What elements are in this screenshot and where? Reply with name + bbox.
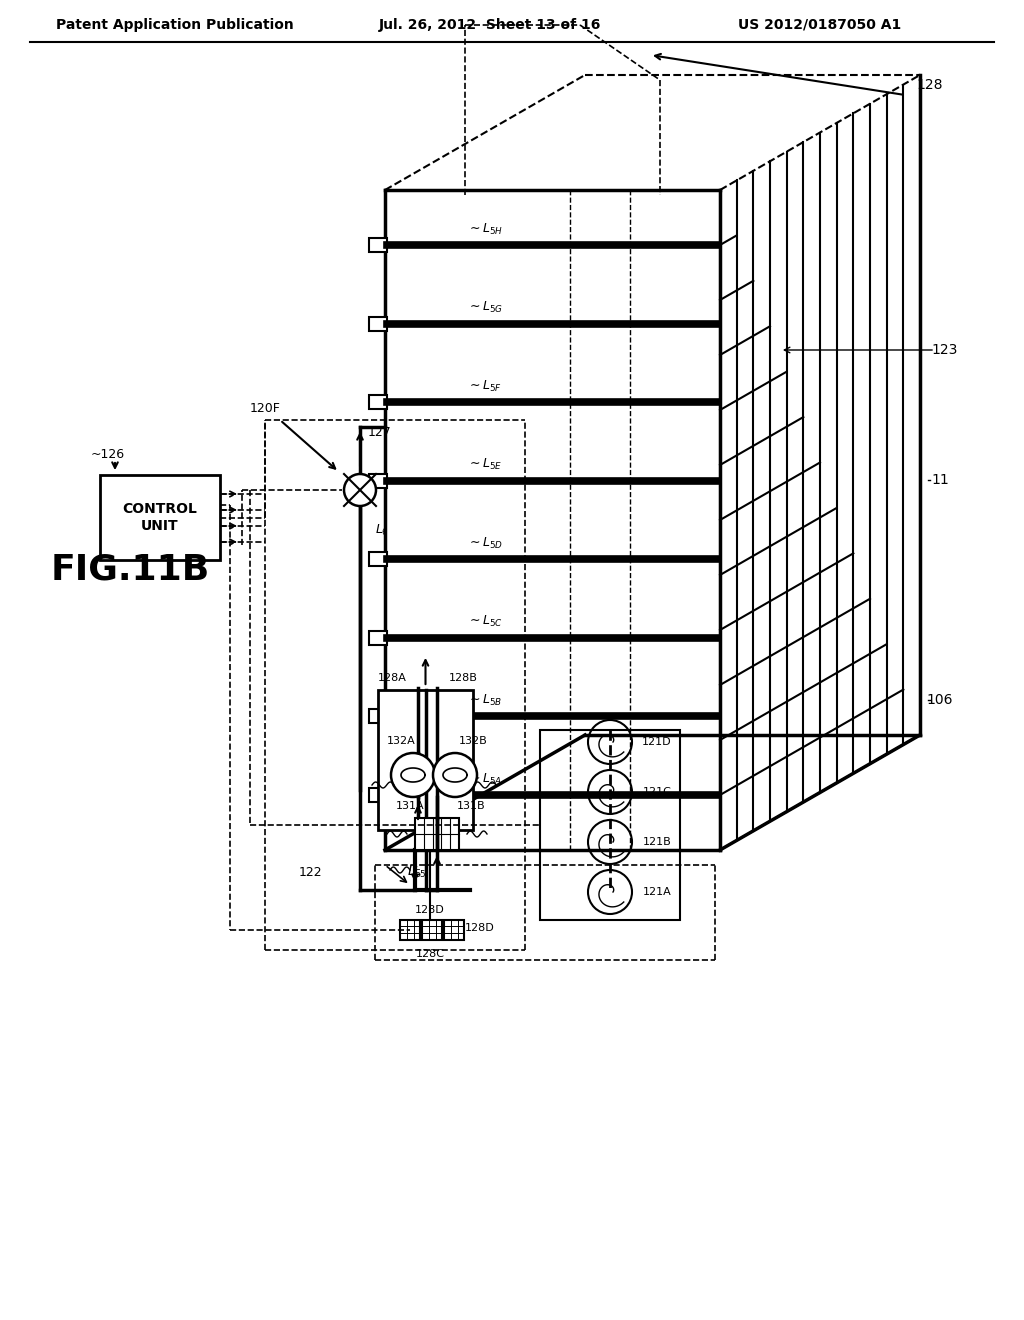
Text: 128C: 128C	[416, 949, 444, 960]
Bar	[369, 788, 387, 803]
Bar	[369, 552, 387, 566]
Text: $\sim L_{5C}$: $\sim L_{5C}$	[467, 614, 503, 630]
Text: 131B: 131B	[457, 801, 485, 810]
Text: 121B: 121B	[643, 837, 672, 847]
Text: $\sim L_{5B}$: $\sim L_{5B}$	[467, 693, 503, 708]
Text: 120F: 120F	[250, 401, 281, 414]
Bar	[540, 730, 680, 920]
Bar	[444, 920, 464, 940]
Text: ~126: ~126	[91, 449, 125, 462]
Text: Patent Application Publication: Patent Application Publication	[56, 18, 294, 32]
Bar	[369, 474, 387, 487]
Circle shape	[391, 752, 435, 797]
Text: 131A: 131A	[395, 801, 424, 810]
Bar	[369, 395, 387, 409]
Text: 121C: 121C	[643, 787, 672, 797]
Bar	[378, 690, 473, 830]
Text: $\sim L_{5E}$: $\sim L_{5E}$	[467, 457, 503, 473]
Text: 132B: 132B	[459, 737, 487, 746]
Text: $\sim L_{5G}$: $\sim L_{5G}$	[467, 300, 503, 315]
Circle shape	[433, 752, 477, 797]
Bar	[369, 238, 387, 252]
Text: $L_6$: $L_6$	[375, 523, 389, 537]
Text: $L_5$: $L_5$	[408, 863, 423, 880]
Text: $L_5$: $L_5$	[413, 865, 427, 879]
Bar	[400, 920, 420, 940]
Circle shape	[344, 474, 376, 506]
Bar	[369, 317, 387, 330]
Text: 11: 11	[931, 473, 949, 487]
Text: 132A: 132A	[387, 737, 416, 746]
Text: $\sim L_{5F}$: $\sim L_{5F}$	[468, 379, 503, 393]
Text: FIG.11B: FIG.11B	[50, 553, 210, 587]
Bar	[369, 631, 387, 645]
Text: Jul. 26, 2012  Sheet 13 of 16: Jul. 26, 2012 Sheet 13 of 16	[379, 18, 601, 32]
Text: 128B: 128B	[449, 673, 477, 682]
Text: 121D: 121D	[642, 737, 672, 747]
Text: 127: 127	[368, 425, 392, 438]
Text: 128: 128	[916, 78, 943, 92]
Text: 128D: 128D	[465, 923, 495, 933]
Text: US 2012/0187050 A1: US 2012/0187050 A1	[738, 18, 901, 32]
Text: 128D: 128D	[415, 906, 444, 915]
Text: $\sim L_{5D}$: $\sim L_{5D}$	[467, 536, 503, 550]
Text: 106: 106	[927, 693, 953, 708]
Text: $\sim L_{5H}$: $\sim L_{5H}$	[467, 222, 503, 236]
Text: $\sim L_{5A}$: $\sim L_{5A}$	[467, 771, 503, 787]
Text: 128A: 128A	[378, 673, 407, 682]
Bar	[422, 920, 442, 940]
Bar	[369, 709, 387, 723]
Bar	[100, 475, 220, 560]
Text: 121A: 121A	[643, 887, 672, 898]
Text: 122: 122	[298, 866, 322, 879]
Text: 123: 123	[932, 343, 958, 356]
Text: CONTROL
UNIT: CONTROL UNIT	[123, 503, 198, 532]
Bar	[415, 818, 459, 850]
